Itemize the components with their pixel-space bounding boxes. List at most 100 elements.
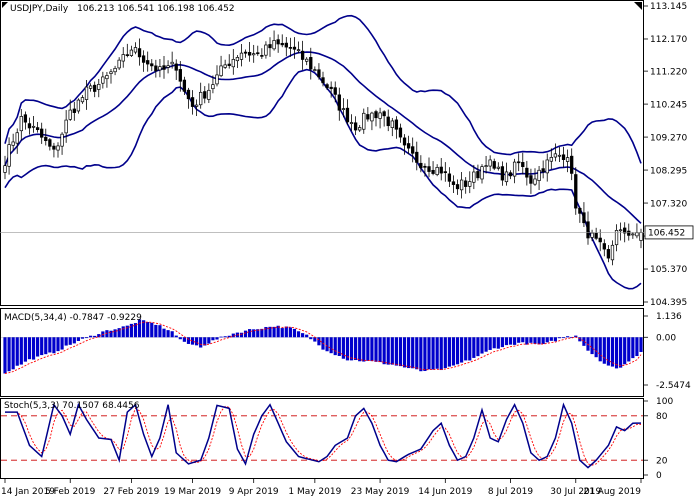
time-tick-label: 30 Jul 2019	[550, 487, 601, 497]
candle	[321, 71, 325, 87]
macd-bar	[150, 322, 154, 338]
macd-bar	[566, 336, 570, 338]
macd-bar	[64, 337, 68, 346]
candle	[386, 109, 390, 132]
macd-bar	[11, 337, 15, 370]
price-tick-label: 105.370	[650, 265, 687, 275]
macd-bar	[631, 337, 635, 359]
candle-body	[370, 112, 374, 122]
candle	[296, 41, 301, 54]
macd-bar	[154, 324, 158, 338]
candle	[15, 128, 19, 154]
macd-bar	[60, 337, 64, 350]
candle-body	[276, 39, 280, 45]
candle-body	[496, 166, 500, 169]
candle-body	[121, 54, 125, 62]
candle-body	[317, 69, 321, 78]
candle-body	[545, 159, 549, 174]
macd-bar	[292, 328, 297, 338]
macd-bar	[423, 337, 427, 372]
stoch-tick-label: 0	[656, 471, 662, 481]
candle	[447, 167, 452, 188]
candle-body	[345, 107, 350, 123]
candle	[419, 155, 423, 173]
macd-bar	[419, 337, 423, 372]
candle-body	[211, 84, 215, 90]
candle	[31, 116, 36, 133]
stoch-chart[interactable]	[1, 402, 643, 469]
macd-bar	[121, 326, 125, 338]
candle	[247, 41, 252, 62]
candle-body	[382, 111, 386, 117]
candle	[598, 229, 602, 252]
candle	[52, 142, 56, 158]
candle-body	[598, 237, 602, 243]
candle	[101, 71, 105, 89]
candle-body	[84, 86, 89, 100]
candle	[435, 164, 439, 177]
candle-body	[427, 166, 431, 172]
candle	[578, 206, 582, 223]
macd-bar	[27, 337, 32, 360]
macd-chart[interactable]	[1, 319, 643, 374]
macd-label: MACD(5,34,4) -0.7847 -0.9229	[4, 313, 142, 323]
macd-bar	[296, 331, 301, 338]
candle-body	[504, 171, 509, 183]
candle	[44, 128, 48, 146]
candle-body	[447, 173, 452, 182]
candle-body	[125, 54, 129, 56]
macd-bar	[109, 330, 113, 338]
price-panel-frame	[0, 0, 644, 306]
candle	[19, 109, 23, 141]
candle	[109, 68, 113, 84]
candle	[476, 164, 480, 181]
candle-body	[488, 159, 492, 167]
candle	[545, 153, 549, 182]
candle-body	[194, 104, 199, 107]
candle	[203, 86, 207, 104]
candle-body	[113, 67, 117, 73]
candle	[305, 57, 309, 66]
macd-bar	[525, 337, 529, 345]
candle	[455, 179, 460, 195]
candle-body	[492, 161, 496, 169]
candle-body	[570, 155, 574, 174]
macd-bar	[476, 337, 480, 357]
candle	[182, 76, 187, 95]
candle-body	[561, 154, 566, 160]
candle-body	[610, 244, 615, 261]
candle	[614, 224, 619, 252]
macd-bar	[3, 337, 7, 374]
candle	[337, 87, 341, 121]
macd-bar	[137, 319, 142, 338]
candle	[158, 58, 162, 78]
time-tick-label: 8 Jul 2019	[488, 487, 533, 497]
macd-bar	[186, 337, 191, 344]
price-chart[interactable]	[3, 14, 643, 290]
macd-bar	[93, 335, 97, 338]
macd-bar	[451, 337, 456, 366]
macd-bar	[231, 333, 235, 338]
candle-body	[56, 145, 60, 151]
candle	[484, 155, 488, 174]
candle-body	[623, 227, 627, 234]
candle	[3, 155, 7, 180]
candle-body	[64, 119, 68, 134]
candle	[88, 83, 93, 92]
macd-bar	[129, 323, 133, 338]
candle	[635, 223, 639, 239]
macd-bar	[268, 326, 272, 338]
macd-bar	[578, 337, 582, 342]
candle-body	[288, 47, 293, 49]
candle	[358, 125, 362, 133]
candle	[472, 164, 476, 190]
candle-body	[329, 86, 333, 89]
candle	[590, 229, 594, 242]
candle-body	[203, 91, 207, 99]
macd-bar	[602, 337, 606, 364]
candle-body	[235, 57, 240, 62]
candle-body	[76, 99, 81, 112]
macd-bar	[170, 331, 174, 338]
candle	[239, 44, 244, 67]
